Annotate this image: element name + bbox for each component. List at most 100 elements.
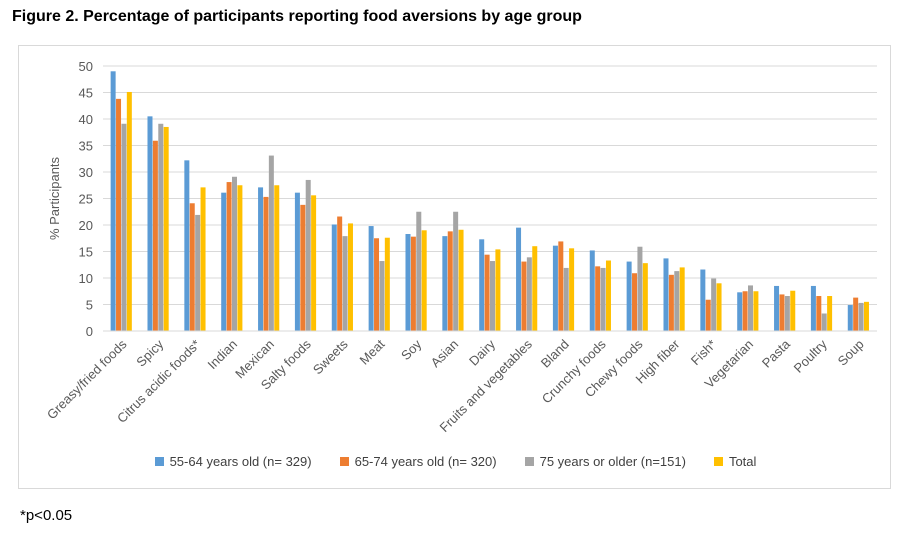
bar bbox=[632, 273, 638, 331]
legend-label: 75 years or older (n=151) bbox=[539, 454, 686, 469]
bar bbox=[453, 211, 459, 331]
bar bbox=[563, 267, 569, 331]
y-tick-label: 45 bbox=[79, 86, 93, 101]
bar bbox=[221, 192, 227, 331]
bar bbox=[405, 234, 411, 331]
bar bbox=[232, 176, 237, 331]
chart-frame: 0 5 10 15 20 25 30 35 40 45 50 % Participants Greasy… bbox=[18, 45, 891, 489]
bar bbox=[342, 236, 348, 331]
y-tick-label: 40 bbox=[79, 112, 93, 127]
bar bbox=[679, 267, 685, 331]
bar bbox=[116, 98, 122, 331]
bar bbox=[268, 155, 274, 331]
footnote: *p<0.05 bbox=[20, 507, 73, 524]
bar bbox=[484, 254, 490, 331]
legend-label: 65-74 years old (n= 320) bbox=[354, 454, 497, 469]
y-tick-label: 50 bbox=[79, 59, 93, 74]
x-tick-label: Poultry bbox=[791, 336, 831, 376]
figure-title: Figure 2. Percentage of participants rep… bbox=[12, 8, 582, 25]
bar bbox=[331, 224, 337, 331]
bar bbox=[311, 195, 317, 331]
bar bbox=[589, 250, 595, 331]
bar bbox=[195, 214, 201, 331]
legend-label: 55-64 years old (n= 329) bbox=[169, 454, 312, 469]
chart-legend: 55-64 years old (n= 329) 65-74 years old … bbox=[19, 454, 892, 469]
bar bbox=[226, 182, 232, 331]
bar bbox=[853, 297, 859, 331]
bar bbox=[237, 185, 243, 331]
bar bbox=[711, 278, 717, 331]
bar bbox=[200, 187, 206, 331]
bar-chart: 0 5 10 15 20 25 30 35 40 45 50 % Participants Greasy… bbox=[44, 59, 877, 435]
bar bbox=[458, 229, 464, 331]
bar bbox=[163, 126, 169, 331]
legend-item: 65-74 years old (n= 320) bbox=[339, 454, 497, 469]
bar bbox=[774, 285, 780, 331]
bar bbox=[263, 196, 269, 331]
x-tick-label: Crunchy foods bbox=[539, 336, 609, 406]
x-tick-label: Pasta bbox=[759, 336, 794, 371]
bar bbox=[668, 274, 674, 331]
bar bbox=[300, 204, 306, 331]
y-axis-label: % Participants bbox=[47, 156, 62, 240]
bar bbox=[700, 269, 706, 331]
bar bbox=[258, 187, 264, 331]
bar bbox=[526, 257, 532, 331]
bar bbox=[158, 123, 164, 332]
bar bbox=[637, 246, 643, 331]
bar bbox=[863, 301, 869, 331]
x-tick-label: Asian bbox=[428, 337, 462, 371]
bar bbox=[347, 223, 353, 331]
y-tick-label: 10 bbox=[79, 271, 93, 286]
bar bbox=[827, 296, 833, 331]
bar bbox=[810, 285, 816, 331]
x-tick-label: Soy bbox=[398, 336, 425, 363]
legend-item: 75 years or older (n=151) bbox=[524, 454, 686, 469]
bar bbox=[121, 123, 127, 332]
y-tick-label: 20 bbox=[79, 218, 93, 233]
legend-item: 55-64 years old (n= 329) bbox=[154, 454, 312, 469]
legend-swatch bbox=[154, 457, 164, 466]
bar bbox=[305, 179, 311, 331]
y-tick-label: 30 bbox=[79, 165, 93, 180]
x-tick-label: Fish* bbox=[688, 337, 720, 369]
bar bbox=[737, 292, 743, 331]
y-tick-label: 5 bbox=[86, 298, 93, 313]
bar bbox=[421, 230, 427, 331]
x-tick-label: Spicy bbox=[133, 336, 166, 369]
bar bbox=[447, 231, 453, 331]
bar bbox=[748, 285, 753, 331]
bar bbox=[600, 267, 606, 331]
legend-swatch bbox=[524, 457, 534, 466]
bar bbox=[384, 237, 390, 331]
bar bbox=[337, 216, 343, 331]
bar bbox=[626, 261, 632, 331]
bar bbox=[410, 236, 416, 331]
bar bbox=[126, 91, 132, 331]
bar bbox=[663, 258, 669, 331]
bar bbox=[595, 266, 601, 331]
bar bbox=[152, 140, 158, 331]
bar bbox=[552, 245, 558, 331]
bar bbox=[274, 185, 280, 331]
bar bbox=[716, 283, 722, 331]
bar bbox=[110, 71, 116, 332]
bar bbox=[368, 226, 374, 331]
bar bbox=[790, 290, 796, 331]
legend-swatch bbox=[339, 457, 349, 466]
bar bbox=[490, 261, 495, 331]
bar bbox=[821, 313, 827, 331]
bar bbox=[847, 305, 853, 331]
bar bbox=[674, 271, 680, 331]
bar bbox=[705, 299, 711, 331]
legend-item: Total bbox=[713, 454, 757, 469]
x-tick-label: Bland bbox=[538, 337, 572, 371]
bar bbox=[521, 261, 527, 331]
bar bbox=[189, 203, 195, 331]
bar bbox=[784, 296, 790, 331]
bar bbox=[516, 227, 522, 331]
bar bbox=[558, 241, 564, 331]
legend-label: Total bbox=[728, 454, 757, 469]
x-tick-label: Meat bbox=[357, 336, 388, 367]
bar bbox=[147, 116, 153, 331]
